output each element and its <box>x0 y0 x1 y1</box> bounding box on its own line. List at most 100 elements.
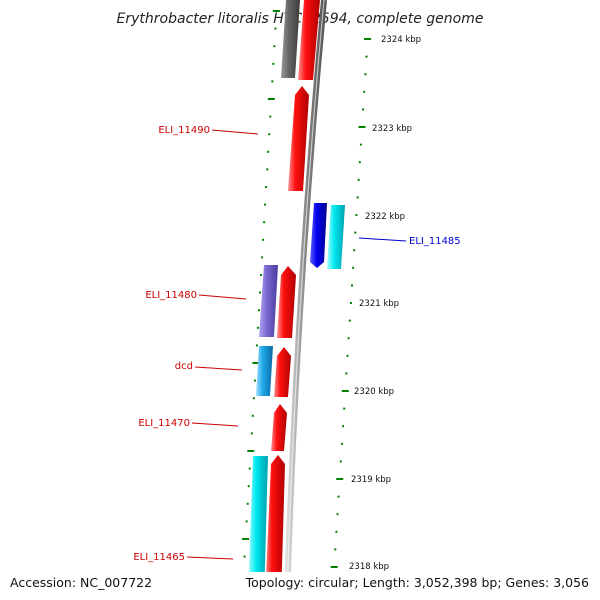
kbp-label-2321: 2321 kbp <box>359 299 399 309</box>
gene-label-eli-11485[interactable]: ELI_11485 <box>409 236 461 247</box>
tick-mark <box>252 397 255 400</box>
footer-summary: Topology: circular; Length: 3,052,398 bp… <box>245 575 589 590</box>
tick-mark <box>362 108 365 111</box>
forward-strand-genes <box>265 0 320 600</box>
kbp-label-2322: 2322 kbp <box>365 212 405 222</box>
tick-mark <box>341 390 349 392</box>
tick-mark <box>259 291 261 294</box>
tick-mark <box>260 274 262 276</box>
tick-mark <box>245 520 248 523</box>
tick-mark <box>358 126 366 128</box>
tick-mark <box>247 485 250 488</box>
kbp-label-2318: 2318 kbp <box>349 562 389 572</box>
reverse-strand-genes <box>248 0 300 600</box>
gene-eli-11470[interactable] <box>271 404 287 451</box>
gene-eli-11485[interactable] <box>327 205 345 269</box>
right-side-genes <box>310 203 345 269</box>
tick-mark <box>250 432 253 435</box>
tick-mark <box>364 38 372 40</box>
tick-mark <box>336 513 339 516</box>
tick-mark <box>330 566 338 568</box>
gene-eli-11465[interactable] <box>248 456 268 600</box>
tick-mark <box>272 62 275 65</box>
tick-mark <box>337 495 340 498</box>
tick-mark <box>364 73 367 76</box>
tick-mark <box>247 450 255 452</box>
tick-mark <box>334 548 337 551</box>
tick-mark <box>269 115 272 118</box>
tick-mark <box>267 150 270 153</box>
footer-background <box>0 572 600 600</box>
tick-mark <box>261 256 263 259</box>
tick-mark <box>357 178 360 181</box>
gene-label-eli-11470[interactable]: ELI_11470 <box>138 418 190 429</box>
tick-mark <box>264 203 267 206</box>
tick-mark <box>262 238 265 241</box>
tick-mark <box>335 530 338 533</box>
gene-gray-top[interactable] <box>281 0 300 78</box>
tick-mark <box>246 502 249 505</box>
gene-red-top[interactable] <box>298 0 320 80</box>
tick-mark <box>354 231 357 234</box>
gene-red-2320[interactable] <box>274 347 291 397</box>
tick-mark <box>268 133 271 136</box>
tick-mark <box>265 186 268 188</box>
tick-mark <box>267 98 275 100</box>
tick-mark <box>256 326 259 329</box>
tick-mark <box>341 442 343 445</box>
tick-mark <box>358 161 361 164</box>
gene-red-bottom[interactable] <box>265 455 285 600</box>
kbp-label-2320: 2320 kbp <box>354 387 394 397</box>
tick-mark <box>355 214 358 216</box>
tick-mark <box>255 344 258 347</box>
gene-label-eli-11490[interactable]: ELI_11490 <box>158 125 210 136</box>
tick-mark <box>346 354 349 357</box>
gene-label-eli-11480[interactable]: ELI_11480 <box>145 290 197 301</box>
gene-red-2321[interactable] <box>277 266 296 338</box>
tick-mark <box>243 555 246 558</box>
tick-mark <box>348 319 351 322</box>
tick-mark <box>253 379 256 382</box>
gene-blue-2322[interactable] <box>310 203 327 268</box>
gene-dcd[interactable] <box>256 346 273 396</box>
tick-mark <box>363 90 366 93</box>
tick-mark <box>248 467 251 470</box>
tick-mark <box>266 168 269 171</box>
tick-mark <box>263 221 266 224</box>
tick-mark <box>258 309 260 312</box>
kbp-label-2323: 2323 kbp <box>372 124 412 134</box>
tick-mark <box>251 414 254 417</box>
genome-title: Erythrobacter litoralis HTCC2594, comple… <box>117 11 484 27</box>
tick-marks-left <box>242 10 280 558</box>
gene-label-dcd[interactable]: dcd <box>175 361 193 372</box>
tick-mark <box>339 460 342 463</box>
tick-mark <box>353 249 356 252</box>
kbp-label-2319: 2319 kbp <box>351 475 391 485</box>
kbp-label-2324: 2324 kbp <box>381 35 421 45</box>
gene-eli-11480[interactable] <box>259 265 278 337</box>
tick-mark <box>272 10 280 12</box>
tick-mark <box>271 80 274 83</box>
tick-mark <box>352 266 355 269</box>
tick-mark <box>359 143 362 146</box>
footer-accession: Accession: NC_007722 <box>10 575 152 590</box>
gene-labels: ELI_11490 ELI_11485 ELI_11480 dcd ELI_11… <box>133 125 460 563</box>
tick-mark <box>274 27 277 30</box>
genome-backbone <box>284 0 327 600</box>
tick-mark <box>342 425 345 428</box>
kbp-axis-labels: 2324 kbp 2323 kbp 2322 kbp 2321 kbp 2320… <box>349 35 421 572</box>
tick-mark <box>349 302 352 304</box>
tick-mark <box>252 362 260 364</box>
tick-mark <box>365 55 368 58</box>
gene-eli-11490[interactable] <box>288 86 309 191</box>
tick-mark <box>347 337 350 340</box>
tick-mark <box>356 196 359 199</box>
tick-marks-right <box>330 38 372 568</box>
tick-mark <box>345 372 348 375</box>
tick-mark <box>273 45 276 48</box>
gene-label-eli-11465[interactable]: ELI_11465 <box>133 552 185 563</box>
tick-mark <box>336 478 344 480</box>
tick-mark <box>242 538 250 540</box>
